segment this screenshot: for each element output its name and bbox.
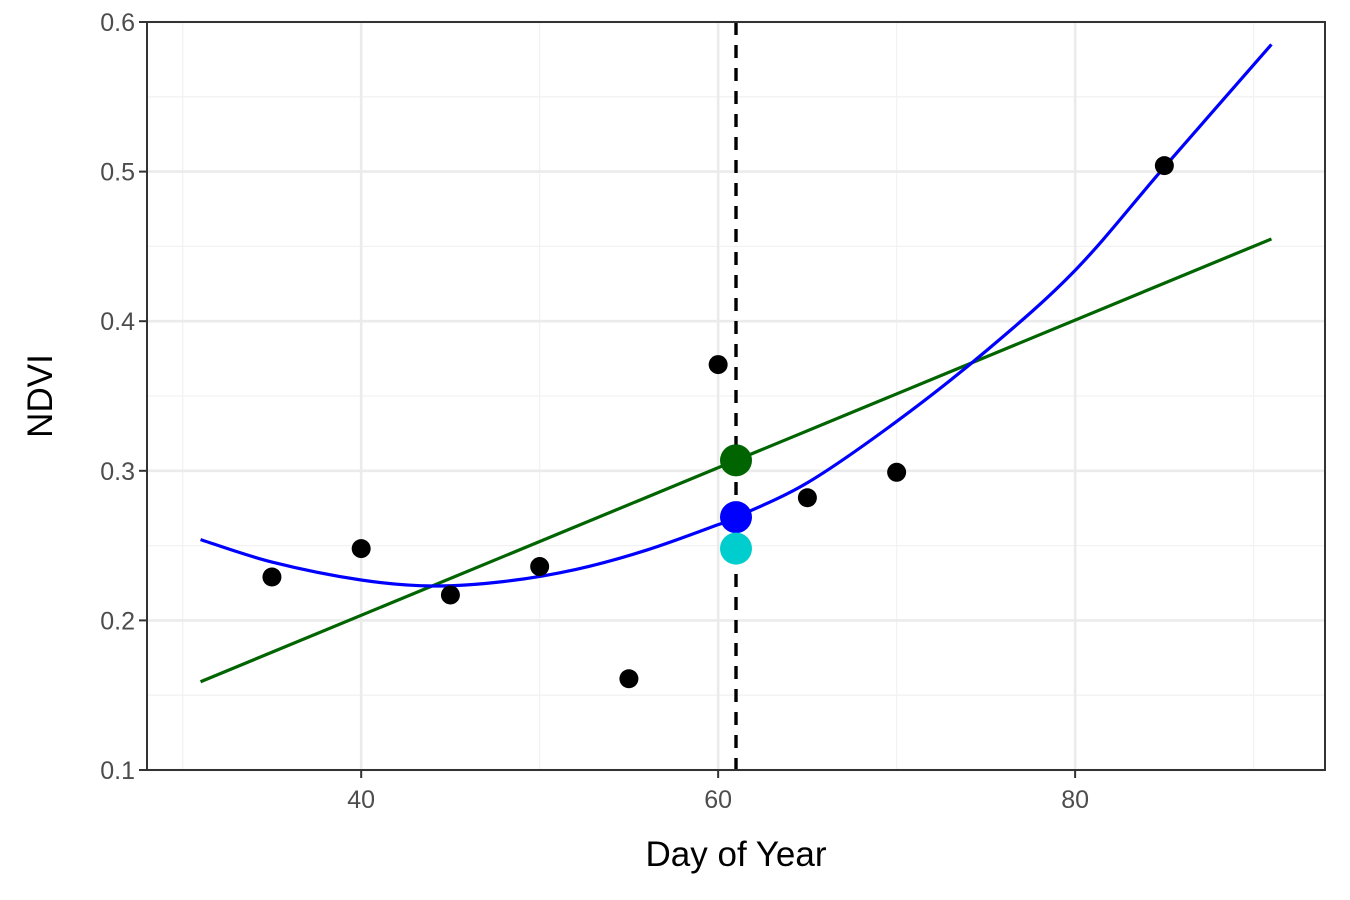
x-tick-label: 80	[1061, 786, 1089, 814]
y-tick-label: 0.5	[100, 159, 135, 187]
data-point	[1154, 156, 1174, 176]
x-tick-label: 40	[347, 786, 375, 814]
data-point	[797, 488, 817, 508]
highlight-point	[720, 444, 752, 477]
data-point	[351, 539, 371, 559]
plot-panel-border	[146, 21, 1326, 771]
data-point	[262, 567, 282, 587]
x-tick-label: 60	[704, 786, 732, 814]
highlight-point	[720, 501, 752, 534]
y-tick-label: 0.1	[100, 757, 135, 785]
data-points-layer	[262, 156, 1174, 689]
highlight-points-layer	[720, 444, 752, 565]
data-point	[530, 557, 550, 577]
data-point	[619, 669, 639, 689]
y-tick-label: 0.3	[100, 458, 135, 486]
y-axis-title: NDVI	[21, 354, 60, 438]
x-axis-title: Day of Year	[646, 835, 827, 874]
y-tick-label: 0.4	[100, 308, 135, 336]
axis-ticks-layer: 40 60 80 0.1 0.2 0.3 0.4 0.5 0.6	[100, 9, 1089, 814]
data-point	[887, 462, 907, 482]
data-point	[708, 355, 728, 375]
y-tick-label: 0.2	[100, 607, 135, 635]
data-point	[440, 585, 460, 605]
highlight-point	[720, 532, 752, 565]
y-tick-label: 0.6	[100, 9, 135, 37]
